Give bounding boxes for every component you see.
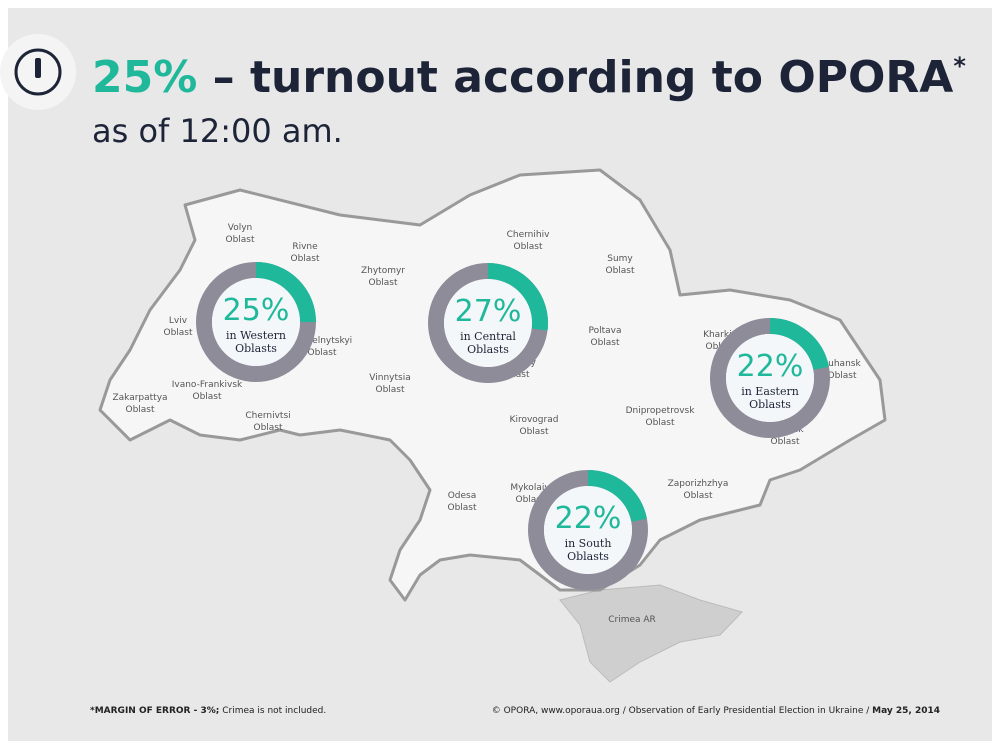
- oblast-label: Oblast: [605, 266, 635, 276]
- donut-caption: Oblasts: [567, 550, 609, 563]
- oblast-label: Oblast: [192, 392, 222, 402]
- credit-date: May 25, 2014: [872, 706, 940, 716]
- donut-arc: [587, 470, 647, 523]
- oblast-label: Rivne: [292, 242, 318, 252]
- oblast-label: Oblast: [225, 235, 255, 245]
- oblast-label: Oblast: [827, 371, 857, 381]
- oblast-label: Kharkiv: [703, 330, 738, 340]
- subtitle: as of 12:00 am.: [92, 112, 343, 150]
- oblast-label: Oblast: [307, 348, 337, 358]
- donut-caption: in South: [565, 537, 612, 550]
- oblast-label: Sumy: [607, 254, 633, 264]
- oblast-label: Volyn: [228, 223, 253, 233]
- oblast-label: Oblast: [447, 503, 477, 513]
- icon-ring: [14, 48, 62, 96]
- donut-caption: in Western: [226, 329, 286, 342]
- donut-center: [212, 278, 300, 366]
- oblast-label: Oblast: [515, 495, 545, 505]
- oblast-label: Mykolaiv: [510, 483, 550, 493]
- oblast-label: Oblast: [253, 423, 283, 433]
- footnote: *MARGIN OF ERROR - 3%; Crimea is not inc…: [90, 706, 326, 716]
- oblast-label: Poltava: [589, 326, 622, 336]
- oblast-label: Dnipropetrovsk: [626, 406, 696, 416]
- headline-asterisk: *: [953, 52, 966, 80]
- oblast-label: Kirovograd: [510, 415, 559, 425]
- oblast-label: Oblast: [770, 437, 800, 447]
- oblast-label: Oblast: [125, 405, 155, 415]
- oblast-label: Oblast: [513, 242, 543, 252]
- headline: 25% – turnout according to OPORA*: [92, 52, 966, 103]
- credit: © OPORA, www.oporaua.org / Observation o…: [492, 706, 940, 716]
- donut-arc: [255, 262, 316, 323]
- donut-value: 22%: [737, 349, 804, 384]
- donut-caption: Oblasts: [235, 342, 277, 355]
- icon-bar: [35, 58, 41, 78]
- oblast-label: Vinnytsia: [369, 373, 410, 383]
- footnote-text: Crimea is not included.: [219, 706, 326, 716]
- donut-center: [726, 334, 814, 422]
- oblast-label: Oblast: [519, 427, 549, 437]
- oblast-label: Oblast: [645, 418, 675, 428]
- headline-title: – turnout according to OPORA: [197, 52, 953, 103]
- donut-value: 22%: [555, 501, 622, 536]
- oblast-label: Ivano-Frankivsk: [172, 380, 243, 390]
- oblast-label: Zhytomyr: [361, 266, 405, 276]
- donut-value: 25%: [223, 293, 290, 328]
- oblast-label: Oblast: [163, 328, 193, 338]
- oblast-label: Oblast: [375, 385, 405, 395]
- donut-arc: [487, 263, 548, 331]
- donut-arc: [769, 318, 829, 371]
- oblast-label: Crimea AR: [608, 615, 656, 625]
- oblast-label: Oblast: [368, 278, 398, 288]
- oblast-label: Oblast: [590, 338, 620, 348]
- oblast-label: Luhansk: [823, 359, 861, 369]
- donut-caption: Oblasts: [467, 343, 509, 356]
- oblast-label: Chernihiv: [507, 230, 550, 240]
- oblast-label: Chernivtsi: [245, 411, 290, 421]
- oblast-label: Odesa: [448, 491, 477, 501]
- donut-caption: Oblasts: [749, 398, 791, 411]
- donut-value: 27%: [455, 294, 522, 329]
- donut-center: [444, 279, 532, 367]
- donut-caption: in Eastern: [741, 385, 799, 398]
- oblast-label: Oblast: [683, 491, 713, 501]
- oblast-label: Lviv: [169, 316, 188, 326]
- headline-highlight: 25%: [92, 52, 197, 103]
- credit-text: © OPORA, www.oporaua.org / Observation o…: [492, 706, 872, 716]
- footnote-bold: *MARGIN OF ERROR - 3%;: [90, 706, 219, 716]
- oblast-label: Khmelnytskyi: [292, 336, 352, 346]
- oblast-label: Zakarpattya: [112, 393, 167, 403]
- donut-center: [544, 486, 632, 574]
- oblast-label: Oblast: [290, 254, 320, 264]
- crimea: [559, 584, 743, 683]
- oblast-label: Zaporizhzhya: [668, 479, 729, 489]
- donut-caption: in Central: [460, 330, 516, 343]
